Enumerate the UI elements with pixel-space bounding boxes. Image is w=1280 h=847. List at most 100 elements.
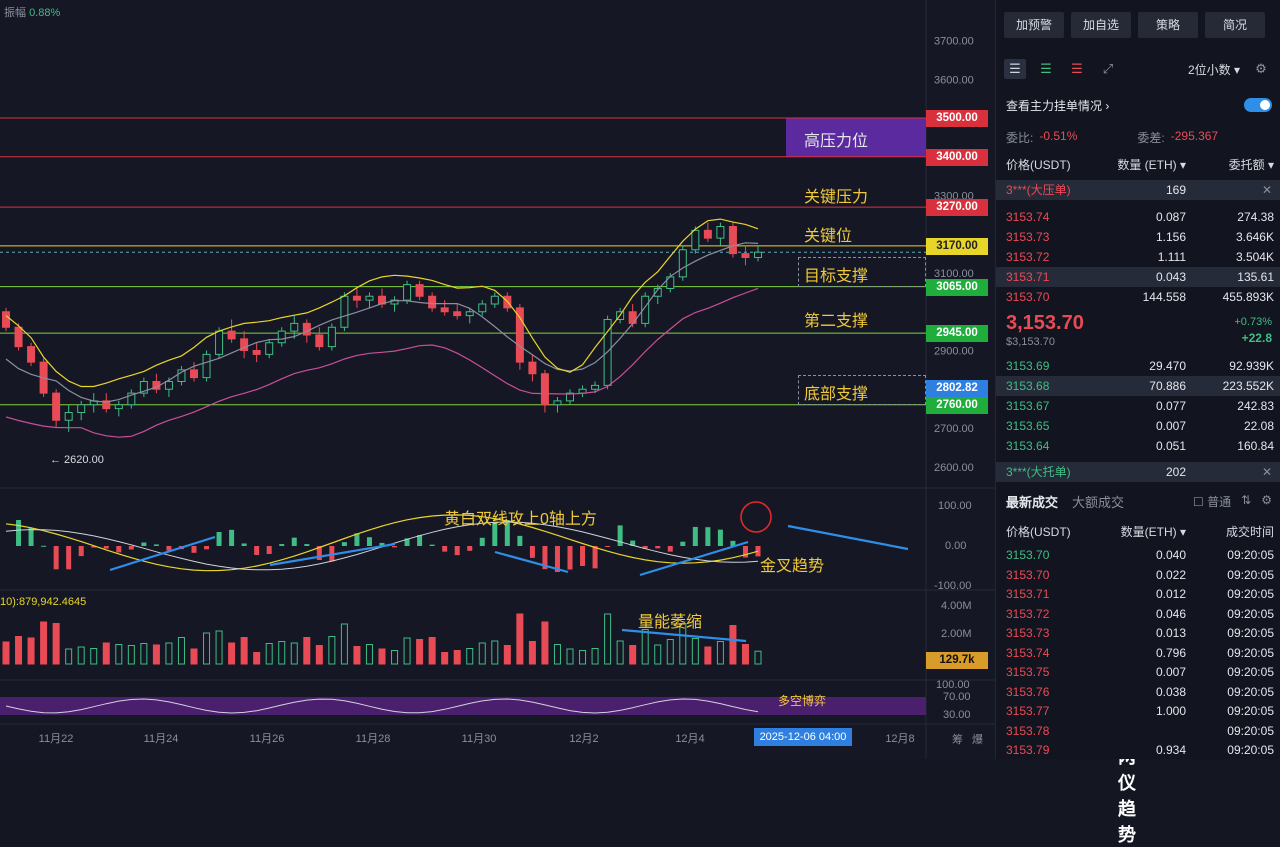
orderbook-row[interactable]: 3153.73 1.156 3.646K (1006, 227, 1274, 247)
decimal-select[interactable]: 2位小数 ▾ (1187, 62, 1240, 77)
trade-qty: 0.012 (1155, 587, 1186, 601)
axis-extra-2[interactable]: 爆 (972, 734, 983, 746)
asks-view-icon[interactable]: ☰ (1071, 61, 1083, 76)
orderbook-row[interactable]: 3153.70 144.558 455.893K (1006, 287, 1274, 307)
macd-bar (454, 546, 460, 556)
orderbook-row[interactable]: 3153.69 29.470 92.939K (1006, 356, 1274, 376)
tab-large-trades[interactable]: 大额成交 (1072, 495, 1125, 510)
trend-arrow (639, 540, 749, 577)
macd-bar (442, 546, 448, 552)
big-bid-row[interactable]: 3***(大托单) 202 ✕ (996, 462, 1280, 482)
volume-bar (190, 648, 198, 665)
row-qty: 0.077 (1155, 399, 1186, 413)
bids-view-icon[interactable]: ☰ (1040, 61, 1052, 76)
macd-bar (204, 546, 210, 550)
price-axis-label: 2900.00 (934, 346, 974, 358)
trade-row: 3153.77 1.000 09:20:05 (1006, 701, 1274, 721)
price-axis-label: 2600.00 (934, 462, 974, 474)
trade-qty: 0.046 (1155, 606, 1186, 621)
settings-icon[interactable]: ⚙ (1255, 61, 1267, 76)
trade-tabs: 最新成交 大额成交 (1006, 492, 1124, 511)
row-price: 3153.73 (1006, 230, 1050, 244)
macd-bar (16, 520, 22, 546)
settings-icon[interactable]: ⚙ (1261, 493, 1272, 507)
price-tag: 3065.00 (926, 278, 988, 296)
orderbook-row[interactable]: 3153.68 70.886 223.552K (996, 376, 1280, 396)
trade-row: 3153.70 0.040 09:20:05 (1006, 545, 1274, 565)
level-label: 关键位 (804, 227, 853, 245)
col-qty[interactable]: 数量 (ETH) ▾ (1117, 158, 1186, 172)
volume-bar (466, 648, 474, 665)
row-amount: 3.504K (1235, 250, 1274, 264)
macd-bar (404, 538, 410, 546)
candle-body (14, 326, 23, 348)
macd-dif-line (5, 514, 759, 572)
volume-bar (704, 646, 712, 665)
volume-bar (102, 642, 110, 665)
add-alert-button[interactable]: 加预警 (1004, 12, 1064, 38)
volume-bar (290, 642, 298, 665)
axis-extra-1[interactable]: 筹 (952, 734, 963, 746)
volume-bar (591, 648, 599, 665)
decimal-select-value: 2位小数 (1187, 62, 1231, 77)
trade-col-qty[interactable]: 数量(ETH) ▾ (1120, 525, 1186, 539)
volume-bar (27, 637, 35, 665)
col-amount[interactable]: 委托额 ▾ (1228, 158, 1274, 172)
orderbook-row[interactable]: 3153.64 0.051 160.84 (1006, 436, 1274, 456)
order-panel: 加预警 加自选 策略 简况 ☰ ☰ ☰ ⤢ 2位小数 ▾ ⚙ 查看主力挂单情况 … (995, 0, 1280, 759)
candle-body (139, 381, 148, 394)
add-watchlist-button[interactable]: 加自选 (1071, 12, 1131, 38)
top-buttons: 加预警 加自选 策略 简况 (1004, 12, 1265, 38)
big-ask-label: 3***(大压单) (1006, 183, 1071, 197)
expand-icon[interactable]: ⤢ (1102, 61, 1114, 76)
volume-axis-label: 4.00M (941, 600, 972, 612)
orderbook-row[interactable]: 3153.65 0.007 22.08 (1006, 416, 1274, 436)
macd-bar (705, 527, 711, 546)
candle-body (290, 322, 299, 332)
orderbook-row[interactable]: 3153.72 1.111 3.504K (1006, 247, 1274, 267)
macd-bar (28, 528, 34, 546)
orderbook-header: 价格(USDT) 数量 (ETH) ▾ 委托额 ▾ (1006, 155, 1274, 175)
sort-icon[interactable]: ⇅ (1241, 493, 1252, 507)
trade-time: 09:20:05 (1227, 548, 1274, 562)
close-icon[interactable]: ✕ (1261, 183, 1272, 197)
big-ask-row[interactable]: 3***(大压单) 169 ✕ (996, 180, 1280, 200)
both-sides-view-icon[interactable]: ☰ (1004, 59, 1026, 79)
tab-latest-trades[interactable]: 最新成交 (1006, 495, 1059, 510)
volume-ma-label: 10):879,942.4645 (0, 596, 87, 608)
filter-normal[interactable]: ☐ 普通 (1193, 493, 1231, 510)
macd-bar (517, 535, 523, 546)
macd-bar (417, 535, 423, 546)
row-qty: 29.470 (1149, 359, 1186, 373)
macd-bar (529, 546, 535, 558)
trade-filters: ☐ 普通 ⇅ ⚙ (1193, 493, 1272, 510)
strategy-button[interactable]: 策略 (1138, 12, 1198, 38)
chart-area[interactable]: 3700.00 3600.00 3300.00 3100.00 2900.00 2700.… (0, 0, 1136, 845)
oscillator-zone (0, 697, 926, 715)
price-axis-label: 2700.00 (934, 423, 974, 435)
trade-qty: 0.007 (1155, 665, 1186, 679)
chart-canvas[interactable]: 3700.003600.003300.003100.002900.002700.… (0, 0, 995, 759)
main-orders-toggle[interactable] (1244, 98, 1272, 112)
trade-time: 09:20:05 (1227, 606, 1274, 621)
orderbook-row[interactable]: 3153.67 0.077 242.83 (1006, 396, 1274, 416)
trend-arrow (787, 524, 909, 551)
macd-bar (492, 522, 498, 546)
close-icon[interactable]: ✕ (1261, 465, 1272, 479)
main-orders-link[interactable]: 查看主力挂单情况 › (1006, 99, 1110, 113)
trend-arrow (109, 535, 216, 572)
macd-bar (354, 533, 360, 546)
trade-price: 3153.73 (1006, 626, 1050, 640)
osc-axis-label: 70.00 (943, 691, 971, 703)
orderbook-row[interactable]: 3153.71 0.043 135.61 (996, 267, 1280, 287)
volume-bar (754, 650, 762, 665)
candle-body (227, 330, 236, 340)
orderbook-row[interactable]: 3153.74 0.087 274.38 (1006, 207, 1274, 227)
trade-price: 3153.70 (1006, 567, 1050, 582)
overview-button[interactable]: 简况 (1205, 12, 1265, 38)
trade-row: 3153.79 0.934 09:20:05 (1006, 740, 1274, 760)
checkbox-icon[interactable]: ☐ (1193, 495, 1204, 509)
volume-bar (641, 629, 649, 665)
trade-price: 3153.75 (1006, 665, 1050, 679)
col-qty-label: 数量 (ETH) (1117, 158, 1177, 172)
